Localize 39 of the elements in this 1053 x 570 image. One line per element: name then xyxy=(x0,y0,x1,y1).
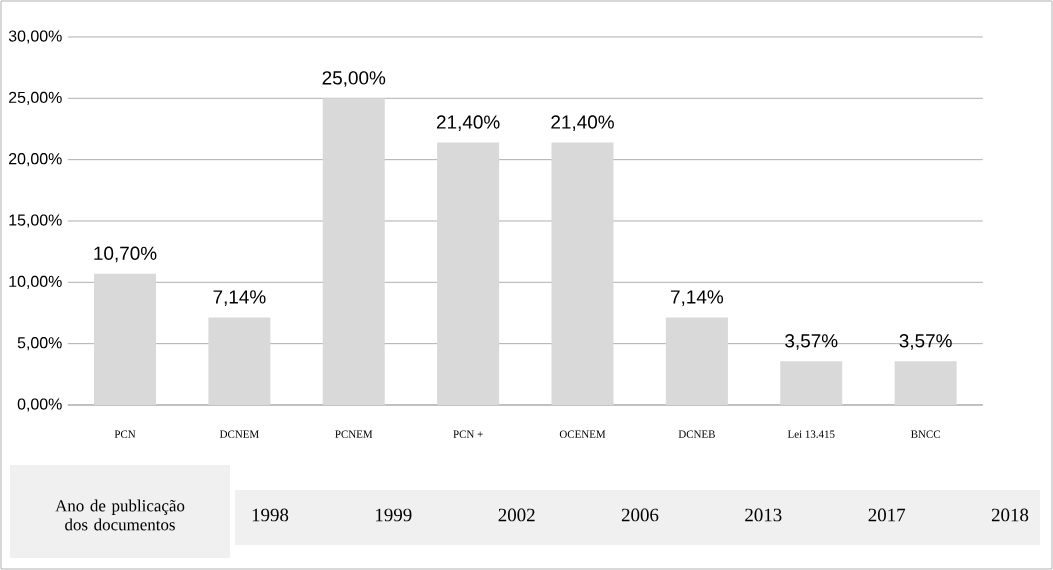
x-tick-label: DCNEM xyxy=(219,430,259,438)
x-tick-label: PCN xyxy=(114,430,136,438)
data-label: 7,14% xyxy=(213,290,266,306)
text: 1998 xyxy=(252,508,289,522)
text: 2017 xyxy=(868,508,906,522)
y-tick-label: 20,00% xyxy=(9,153,62,167)
data-label: 21,40% xyxy=(436,115,500,131)
data-label: 3,57% xyxy=(785,334,838,350)
x-tick-label: PCN + xyxy=(453,430,483,438)
y-tick-label: 25,00% xyxy=(9,91,62,105)
bar xyxy=(94,273,157,405)
text: 2018 xyxy=(991,508,1029,522)
text: 1999 xyxy=(376,508,412,522)
data-label: 7,14% xyxy=(671,290,724,306)
data-label: 21,40% xyxy=(551,115,614,131)
x-tick-label: BNCC xyxy=(911,430,940,438)
text: 2013 xyxy=(745,508,782,522)
text: 2002 xyxy=(498,508,535,522)
text: 2006 xyxy=(621,508,659,522)
bar xyxy=(551,142,614,405)
y-tick-label: 10,00% xyxy=(9,275,62,289)
y-tick-label: 30,00% xyxy=(8,30,62,44)
bar xyxy=(208,317,271,405)
bar xyxy=(894,361,957,405)
bar xyxy=(780,361,843,405)
x-tick-label: OCENEM xyxy=(559,430,606,438)
y-tick-label: 5,00% xyxy=(17,337,62,351)
bar xyxy=(322,98,385,405)
x-tick-label: PCNEM xyxy=(335,430,373,438)
text: Ano de publicação dos documentos xyxy=(55,499,185,531)
y-tick-label: 0,00% xyxy=(17,398,62,412)
y-tick-label: 15,00% xyxy=(9,214,62,228)
data-label: 3,57% xyxy=(899,334,952,350)
bar xyxy=(437,142,500,405)
data-label: 10,70% xyxy=(94,246,157,263)
x-tick-label: Lei 13.415 xyxy=(787,430,835,438)
data-label: 25,00% xyxy=(322,71,386,87)
x-tick-label: DCNEB xyxy=(678,430,715,438)
bar xyxy=(665,317,728,405)
